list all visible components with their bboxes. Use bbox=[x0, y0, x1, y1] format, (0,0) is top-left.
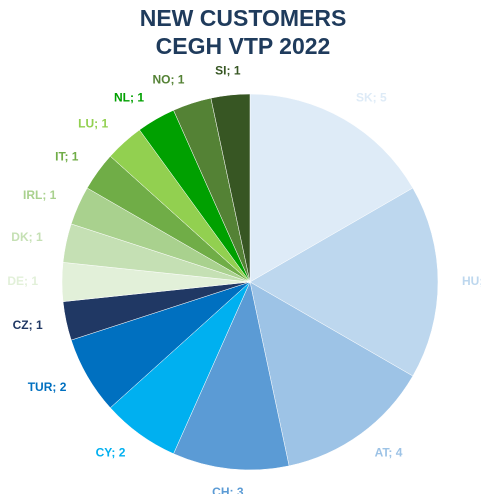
slice-label: CH; 3 bbox=[212, 485, 244, 494]
chart-title: CEGH VTP 2022 bbox=[156, 33, 331, 59]
slice-label: IRL; 1 bbox=[23, 188, 57, 202]
pie-slice bbox=[210, 93, 251, 283]
slice-label: TUR; 2 bbox=[28, 380, 67, 394]
slice-label: LU; 1 bbox=[78, 117, 108, 131]
slice-label: SI; 1 bbox=[215, 63, 241, 77]
slice-label: DE; 1 bbox=[7, 274, 38, 288]
pie-slice bbox=[249, 93, 414, 283]
slice-label: AT; 4 bbox=[375, 446, 403, 460]
pie-slice bbox=[173, 281, 290, 471]
slice-label: SK; 5 bbox=[356, 91, 387, 105]
slice-label: NO; 1 bbox=[152, 73, 184, 87]
slice-label: HU; 5 bbox=[462, 274, 481, 288]
slice-label: NL; 1 bbox=[114, 91, 144, 105]
slice-label: DK; 1 bbox=[11, 230, 43, 244]
pie-slice bbox=[249, 281, 414, 467]
slice-label: CY; 2 bbox=[96, 446, 126, 460]
slice-label: CZ; 1 bbox=[13, 318, 43, 332]
pie-slice bbox=[249, 187, 439, 377]
slice-label: IT; 1 bbox=[55, 150, 79, 164]
chart-title: NEW CUSTOMERS bbox=[140, 5, 347, 31]
